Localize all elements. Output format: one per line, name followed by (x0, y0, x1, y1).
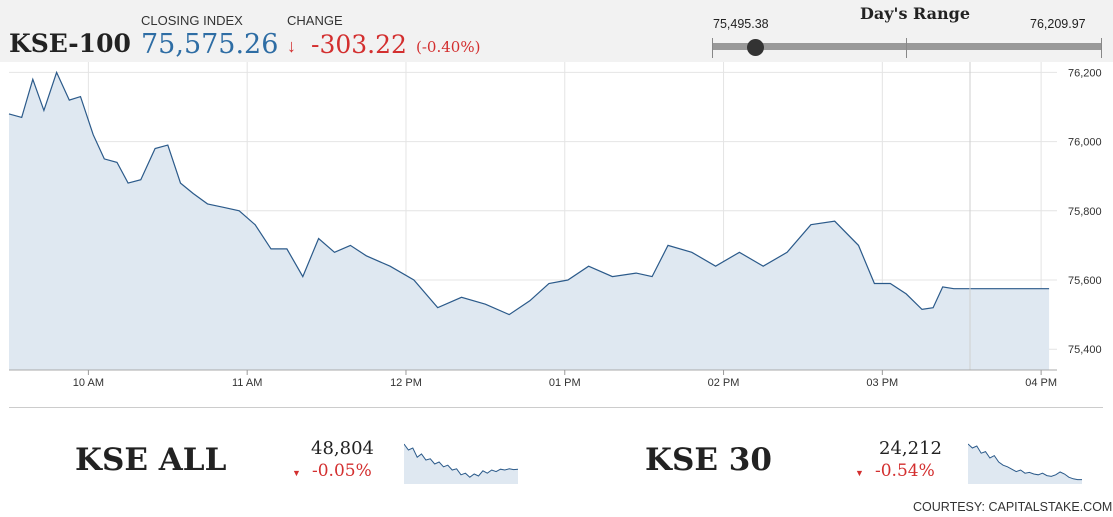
closing-index-value: 75,575.26 (141, 29, 279, 60)
y-tick-label: 76,200 (1068, 67, 1102, 79)
down-triangle-icon: ▼ (292, 468, 301, 478)
x-tick-label: 01 PM (549, 377, 581, 389)
y-tick-label: 75,600 (1068, 275, 1102, 287)
days-range-tick-middle (906, 38, 907, 58)
y-tick-label: 75,400 (1068, 344, 1102, 356)
courtesy-credit: COURTESY: CAPITALSTAKE.COM (913, 500, 1113, 514)
down-triangle-icon: ▼ (855, 468, 864, 478)
y-tick-label: 75,800 (1068, 206, 1102, 218)
change-value: -303.22 (311, 30, 407, 59)
sparkline-line (404, 443, 518, 478)
section-divider (9, 407, 1103, 408)
y-tick-label: 76,000 (1068, 137, 1102, 149)
down-arrow-icon: ↓ (287, 36, 296, 56)
price-line (8, 70, 1050, 316)
kse-all-value: 48,804 (311, 438, 374, 459)
x-tick-label: 11 AM (232, 377, 262, 389)
kse-all-sparkline (404, 443, 518, 484)
intraday-chart: 10 AM 11 AM 12 PM 01 PM 02 PM 03 PM 04 PM 76,2… (8, 62, 1103, 389)
days-range-high: 76,209.97 (1030, 17, 1086, 31)
header-bar (0, 0, 1113, 62)
x-tick-label: 02 PM (708, 377, 740, 389)
x-axis-ticks: 10 AM 11 AM 12 PM 01 PM 02 PM 03 PM 04 PM (73, 370, 1057, 389)
days-range-low: 75,495.38 (713, 17, 769, 31)
sparkline-area (968, 444, 1082, 484)
days-range-marker (747, 39, 764, 56)
kse-30-value: 24,212 (879, 438, 942, 459)
x-tick-label: 03 PM (866, 377, 898, 389)
days-range-track (713, 43, 1101, 50)
sparkline-line (968, 443, 1082, 481)
change-percent: (-0.40%) (416, 38, 481, 56)
days-range-tick-right (1101, 38, 1102, 58)
y-axis-ticks: 76,200 76,000 75,800 75,600 75,400 (1068, 67, 1102, 356)
closing-index-label: CLOSING INDEX (141, 13, 243, 28)
kse-all-change: -0.05% (312, 461, 372, 481)
x-tick-label: 12 PM (390, 377, 422, 389)
kse-all-name: KSE ALL (75, 442, 227, 478)
sparkline-area (404, 444, 518, 484)
index-name: KSE-100 (9, 29, 131, 58)
kse-30-name: KSE 30 (645, 442, 772, 478)
price-area (9, 72, 1050, 371)
kse-30-sparkline (968, 443, 1082, 484)
change-label: CHANGE (287, 13, 343, 28)
x-tick-label: 04 PM (1025, 377, 1057, 389)
kse-30-change: -0.54% (875, 461, 935, 481)
days-range-tick-left (712, 38, 713, 58)
x-tick-label: 10 AM (73, 377, 104, 389)
days-range-title: Day's Range (860, 4, 971, 23)
